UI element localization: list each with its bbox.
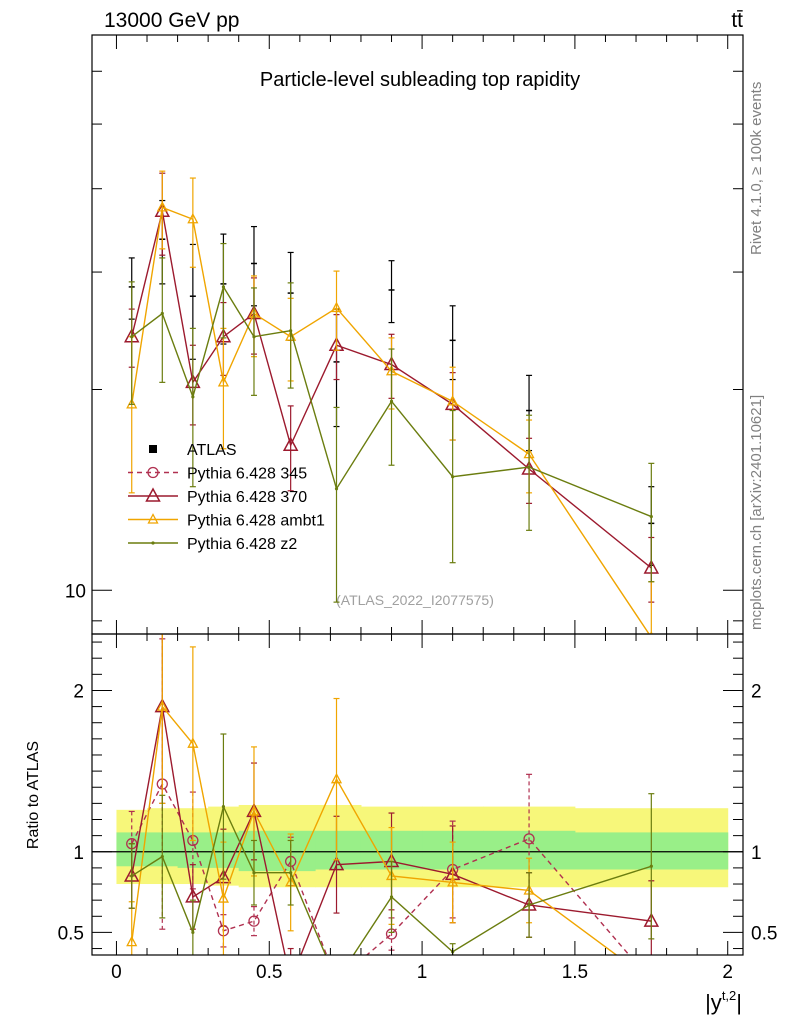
series-marker	[328, 856, 345, 871]
legend: ATLAS Pythia 6.428 345 Pythia 6.428 370 Pyt…	[128, 442, 325, 553]
series-marker	[289, 871, 293, 875]
series-marker	[335, 979, 338, 982]
series-marker	[284, 974, 297, 986]
y-tick-label: 10	[65, 581, 86, 602]
legend-marker	[145, 487, 161, 502]
series-marker	[248, 915, 260, 927]
series-marker	[330, 301, 343, 313]
series-marker	[334, 487, 339, 491]
watermark: (ATLAS_2022_I2077575)	[336, 592, 494, 608]
series-marker	[221, 804, 226, 809]
series-marker	[289, 329, 293, 333]
series-marker	[248, 805, 260, 816]
series-marker	[447, 876, 459, 887]
series-marker	[217, 375, 230, 387]
series-marker	[217, 892, 230, 903]
series-marker	[447, 394, 459, 406]
series-marker	[221, 285, 226, 289]
ratio-plot-frame	[91, 633, 744, 956]
x-tick-label: 2	[722, 962, 733, 983]
ratio-y-tick-label: 2	[73, 681, 84, 702]
series-pythia-6-428-z2	[128, 242, 655, 603]
ratio-y-tick-label: 1	[73, 843, 84, 864]
series-marker	[191, 930, 195, 935]
series-marker	[130, 335, 134, 339]
main-axes: 10	[65, 35, 743, 634]
series-marker	[187, 737, 199, 748]
main-plot-panel: Particle-level subleading top rapidity (…	[65, 34, 744, 635]
series-marker	[160, 311, 164, 316]
energy-label: 13000 GeV pp	[104, 9, 239, 32]
legend-marker	[147, 513, 159, 524]
main-series-group	[123, 170, 660, 634]
x-tick-label: 0.5	[256, 962, 282, 983]
series-marker	[191, 395, 195, 399]
plot-title: Particle-level subleading top rapidity	[260, 69, 580, 91]
series-marker	[252, 335, 256, 339]
side-label-rivet: Rivet 4.1.0, ≥ 100k events	[748, 82, 765, 255]
series-marker	[156, 201, 168, 212]
ratio-y-tick-label-right: 2	[751, 681, 762, 702]
series-marker	[646, 976, 656, 986]
ratio-y-tick-label-right: 1	[751, 843, 762, 864]
x-tick-label: 1	[417, 962, 428, 983]
series-marker	[282, 436, 299, 451]
series-marker	[332, 976, 342, 986]
series-pythia-6-428-z2	[128, 733, 655, 982]
series-marker	[649, 514, 653, 519]
series-marker	[647, 976, 656, 985]
ratio-axes: 0.5 0.5 1 1 2 2 0 0.5 1 1.5 2	[58, 634, 777, 983]
series-marker	[130, 874, 134, 878]
legend-label: ATLAS	[187, 442, 237, 459]
series-marker	[649, 864, 653, 868]
x-tick-label: 1.5	[562, 962, 588, 983]
legend-item: Pythia 6.428 z2	[128, 536, 297, 553]
series-marker	[451, 475, 455, 479]
x-axis-label: |yt,2|	[705, 988, 742, 1015]
legend-item: Pythia 6.428 ambt1	[128, 513, 325, 530]
legend-label: Pythia 6.428 ambt1	[187, 513, 325, 530]
ratio-y-tick-label-right: 0.5	[751, 923, 777, 944]
x-tick-label: 0	[111, 962, 122, 983]
legend-marker	[151, 541, 155, 545]
legend-item: ATLAS	[149, 442, 237, 459]
legend-item: Pythia 6.428 345	[128, 466, 307, 483]
legend-label: Pythia 6.428 z2	[187, 536, 297, 553]
ratio-plot-panel: 0.5 0.5 1 1 2 2 0 0.5 1 1.5 2 Ratio to ATLAS	[25, 633, 777, 986]
ratio-y-axis-label: Ratio to ATLAS	[25, 741, 42, 849]
legend-label: Pythia 6.428 370	[187, 489, 307, 506]
series-marker	[160, 855, 164, 859]
series-marker	[187, 212, 199, 224]
ratio-series-group	[123, 634, 660, 986]
series-marker	[252, 871, 256, 875]
legend-marker	[147, 466, 159, 479]
series-marker	[126, 935, 138, 947]
series-marker	[389, 895, 394, 899]
series-marker	[527, 903, 531, 907]
process-label: tt̄	[731, 9, 743, 32]
ratio-y-tick-label: 0.5	[58, 923, 84, 944]
legend-label: Pythia 6.428 345	[187, 466, 307, 483]
side-label-mcplots: mcplots.cern.ch [arXiv:2401.10621]	[748, 395, 765, 630]
series-marker	[389, 399, 394, 403]
series-marker	[126, 397, 138, 409]
series-marker	[527, 465, 531, 469]
legend-marker	[149, 445, 157, 453]
legend-item: Pythia 6.428 370	[128, 487, 307, 506]
series-marker	[523, 833, 535, 845]
series-marker	[156, 700, 168, 711]
series-marker	[330, 772, 343, 784]
